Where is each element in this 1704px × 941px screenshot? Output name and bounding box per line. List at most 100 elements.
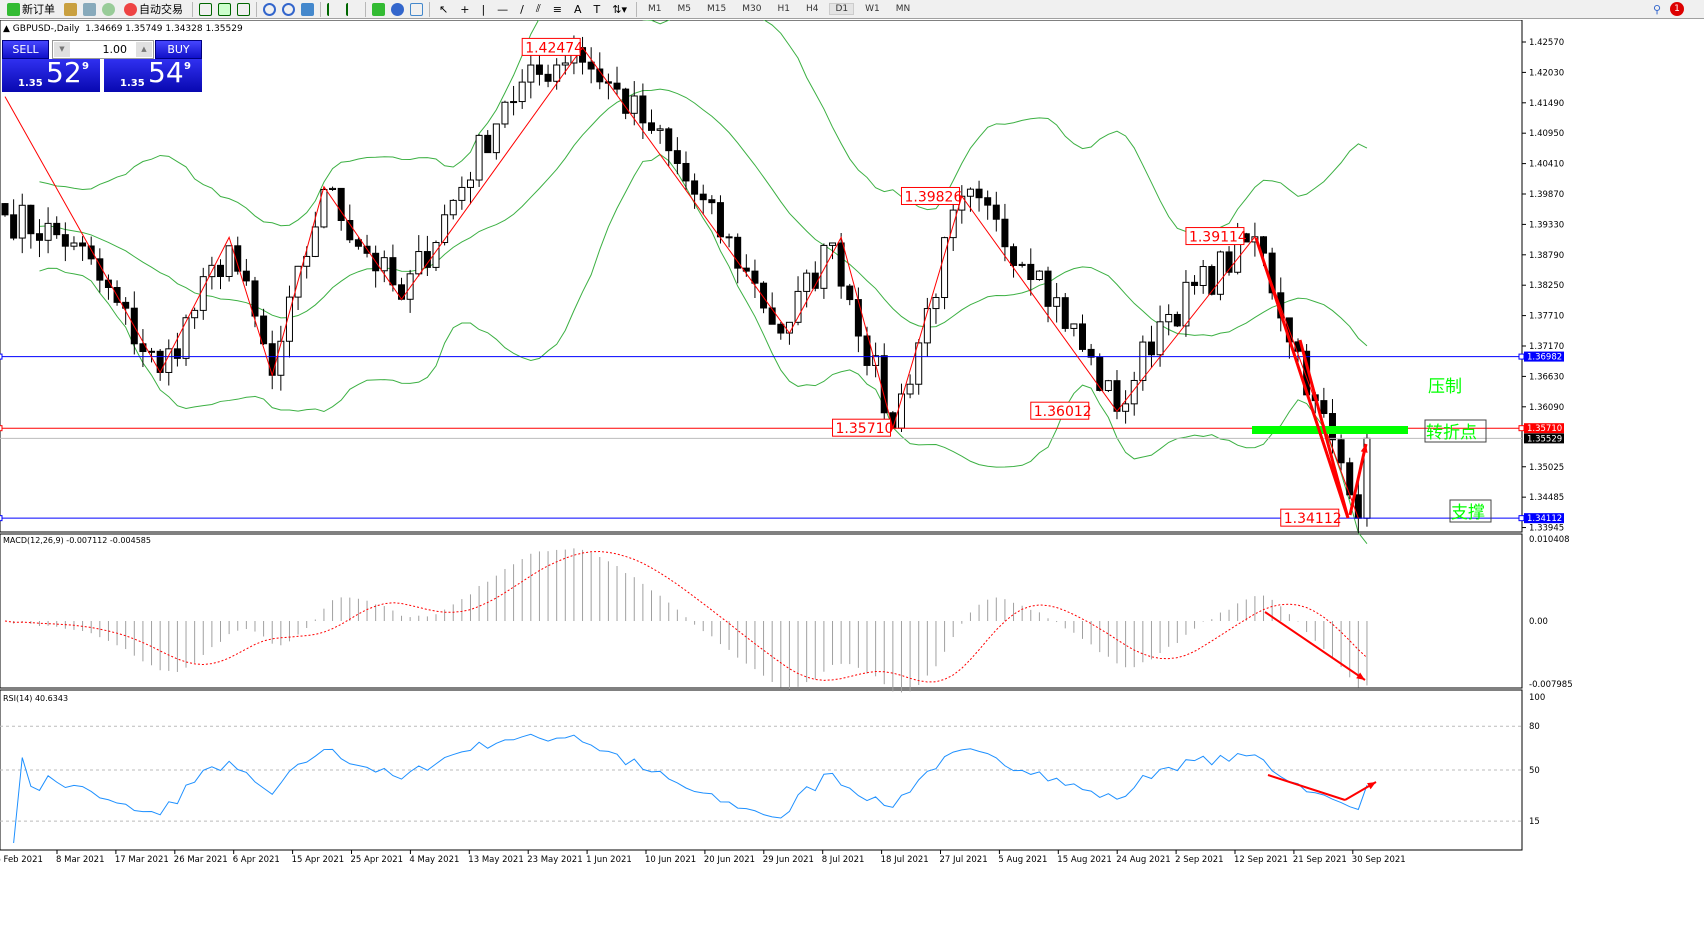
zoom-out-icon[interactable]	[282, 2, 295, 16]
tile-windows-icon[interactable]	[301, 2, 314, 16]
timeframe-m30[interactable]: M30	[742, 4, 762, 14]
price-line-tag	[1524, 433, 1564, 444]
zoom-in-icon[interactable]	[263, 2, 276, 16]
terminal-icon[interactable]	[83, 2, 96, 16]
bar-chart-icon[interactable]	[199, 2, 212, 16]
bear-candle	[35, 233, 43, 241]
timeframe-w1[interactable]: W1	[865, 4, 880, 14]
decline-arrow-line	[1254, 237, 1350, 519]
price-tick-label: 1.33945	[1529, 524, 1564, 534]
price-line-tag-label: 1.35529	[1527, 434, 1562, 444]
vertical-line-icon[interactable]: |	[481, 2, 486, 16]
candlestick-icon[interactable]	[218, 2, 231, 16]
timeframe-h1[interactable]: H1	[777, 4, 790, 14]
timeframe-m15[interactable]: M15	[707, 4, 727, 14]
price-line-tag-label: 1.34112	[1527, 514, 1562, 524]
bull-candle	[1035, 270, 1043, 281]
timeframe-h4[interactable]: H4	[805, 4, 819, 14]
turning-point-label: 转折点	[1426, 423, 1477, 443]
bull-candle	[906, 383, 914, 395]
toolbar: 新订单 自动交易 ↖ + | — / ⫽ ≡ A T ⇅▾ M1 M5 M15 …	[0, 0, 1704, 19]
lot-decrease-button[interactable]: ▼	[54, 42, 70, 57]
date-label: 18 Jul 2021	[881, 855, 929, 865]
bull-candle	[380, 257, 388, 272]
macd-header: MACD(12,26,9) -0.007112 -0.004585	[3, 536, 151, 545]
search-icon[interactable]: ⚲	[1652, 2, 1661, 16]
bull-candle	[527, 64, 535, 83]
templates-icon[interactable]	[410, 2, 423, 16]
lot-increase-button[interactable]: ▲	[136, 42, 152, 57]
periods-icon[interactable]	[391, 2, 404, 16]
history-center-icon[interactable]	[64, 2, 77, 16]
macd-tick-label: 0.00	[1529, 617, 1548, 627]
bull-candle	[923, 308, 931, 344]
notification-badge[interactable]: 1	[1670, 2, 1684, 16]
bear-candle	[622, 88, 630, 114]
bear-candle	[1173, 313, 1181, 327]
separator	[192, 1, 193, 17]
bear-candle	[337, 187, 345, 222]
bear-candle	[975, 188, 983, 199]
timeframe-d1[interactable]: D1	[829, 3, 855, 15]
indicators-icon[interactable]	[372, 2, 385, 16]
buy-button[interactable]: BUY	[155, 40, 202, 59]
support-box	[1449, 499, 1492, 523]
bear-candle	[691, 180, 699, 195]
trendline-icon[interactable]: /	[520, 2, 524, 16]
bull-candle	[1182, 281, 1190, 327]
price-label: 1.39114	[1189, 230, 1247, 246]
bear-candle	[61, 234, 69, 247]
timeframe-m5[interactable]: M5	[677, 4, 692, 14]
horizontal-line-icon[interactable]: —	[497, 2, 509, 16]
rsi-tick-label: 50	[1529, 766, 1540, 776]
chart-canvas[interactable]: 1.42570 1.42030 1.41490 1.40950 1.40410 1.398…	[0, 20, 1704, 941]
timeframe-mn[interactable]: MN	[895, 4, 911, 14]
bear-candle	[87, 245, 95, 260]
sell-price[interactable]: 1.35 52 9	[2, 56, 100, 92]
bear-candle	[1268, 252, 1276, 294]
text-icon[interactable]: A	[574, 2, 582, 16]
auto-trading-icon	[124, 2, 137, 16]
cursor-icon[interactable]: ↖	[439, 2, 449, 16]
date-label: 30 Sep 2021	[1352, 855, 1406, 865]
bull-candle	[458, 186, 466, 201]
date-label: 29 Jun 2021	[763, 855, 814, 865]
bear-candle	[260, 315, 268, 345]
bear-candle	[389, 257, 397, 286]
auto-trading-button[interactable]: 自动交易	[121, 1, 186, 18]
text-label-icon[interactable]: T	[593, 2, 601, 16]
price-label: 1.42474	[525, 40, 583, 56]
bull-candle	[225, 245, 233, 277]
separator	[636, 1, 638, 17]
chart-shift-icon[interactable]	[346, 2, 359, 16]
price-line-tag	[1524, 513, 1564, 524]
timeframe-m1[interactable]: M1	[648, 4, 662, 14]
bull-candle	[794, 290, 802, 323]
zigzag-line	[4, 46, 1359, 519]
signals-icon[interactable]	[102, 2, 115, 16]
bear-candle	[1147, 341, 1155, 356]
bull-candle	[199, 276, 207, 311]
crosshair-icon[interactable]: +	[460, 2, 470, 16]
bull-candle	[829, 242, 837, 246]
arrows-icon[interactable]: ⇅▾	[612, 2, 628, 16]
bear-candle	[811, 272, 819, 289]
sell-button[interactable]: SELL	[2, 40, 49, 59]
price-label-box	[832, 418, 892, 437]
line-chart-icon[interactable]	[237, 2, 250, 16]
symbol-header: ▲ GBPUSD-,Daily 1.34669 1.35749 1.34328 …	[3, 24, 243, 34]
bear-candle	[1027, 263, 1035, 281]
bear-candle	[760, 282, 768, 309]
date-label: 24 Aug 2021	[1116, 855, 1170, 865]
date-label: 25 Apr 2021	[351, 855, 404, 865]
bull-candle	[191, 309, 199, 319]
macd-panel-frame	[0, 533, 1523, 689]
buy-price[interactable]: 1.35 54 9	[104, 56, 202, 92]
bear-candle	[1354, 494, 1362, 519]
bear-candle	[639, 95, 647, 124]
new-order-button[interactable]: 新订单	[4, 1, 58, 18]
equidistant-channel-icon[interactable]: ⫽	[535, 2, 541, 15]
fibonacci-icon[interactable]: ≡	[552, 2, 562, 16]
lot-size-input[interactable]: ▼ 1.00 ▲	[52, 40, 154, 59]
auto-scroll-icon[interactable]	[327, 2, 340, 16]
